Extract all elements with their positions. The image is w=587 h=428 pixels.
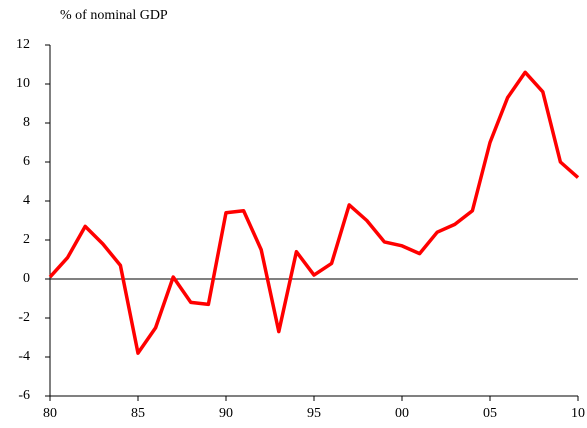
x-tick-label: 90 [219, 406, 233, 421]
y-tick-label: 6 [23, 154, 30, 169]
x-tick-label: 95 [307, 406, 321, 421]
x-tick-label: 10 [571, 406, 585, 421]
y-tick-label: 10 [16, 76, 30, 91]
x-tick-label: 00 [395, 406, 409, 421]
y-tick-label: -6 [18, 388, 30, 403]
data-line [48, 70, 580, 355]
y-tick-label: 8 [23, 115, 30, 130]
y-tick-label: 0 [23, 271, 30, 286]
x-tick-label: 05 [483, 406, 497, 421]
y-tick-label: -2 [18, 310, 30, 325]
y-tick-label: 2 [23, 232, 30, 247]
y-tick-label: 4 [23, 193, 30, 208]
x-tick-label: 80 [43, 406, 57, 421]
x-tick-label: 85 [131, 406, 145, 421]
chart-title: % of nominal GDP [60, 8, 168, 23]
y-tick-label: -4 [18, 349, 30, 364]
y-tick-label: 12 [16, 37, 30, 52]
